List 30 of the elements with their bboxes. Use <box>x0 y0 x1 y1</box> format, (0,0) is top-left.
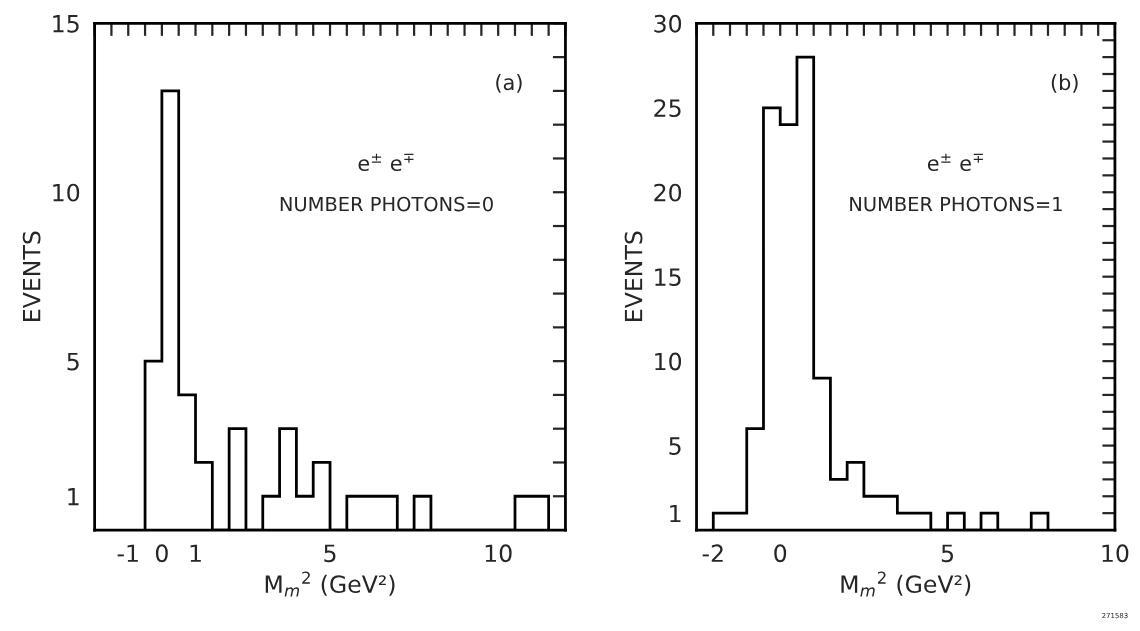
y-tick-label: 5 <box>669 437 681 455</box>
y-tick-label: 15 <box>655 268 681 286</box>
x-tick-label: 5 <box>941 544 954 563</box>
y-tick-label: 5 <box>67 352 79 371</box>
y-tick-label: 10 <box>53 183 80 202</box>
y-tick-label: 1 <box>68 488 79 506</box>
x-axis-title: M$_{m}$$^{2}$ (GeV²) <box>265 571 395 597</box>
annotation: (b) <box>1051 74 1078 93</box>
x-tick-label: 1 <box>190 544 201 562</box>
x-tick-label: 10 <box>1102 544 1129 563</box>
y-tick-label: 10 <box>655 352 682 371</box>
y-tick-label: 20 <box>654 183 682 202</box>
annotation: NUMBER PHOTONS=1 <box>850 196 1062 212</box>
y-tick-label: 1 <box>670 504 681 523</box>
y-tick-label: 25 <box>654 99 681 118</box>
y-tick-label: 30 <box>654 14 682 33</box>
y-tick-label: 15 <box>53 15 79 33</box>
x-tick-label: 0 <box>155 544 168 563</box>
x-axis-title: M$_{m}$$^{2}$ (GeV²) <box>841 571 971 597</box>
annotation: NUMBER PHOTONS=0 <box>280 196 493 212</box>
x-tick-label: 0 <box>774 544 787 563</box>
annotation: (a) <box>496 74 522 93</box>
y-axis-title: EVENTS <box>22 231 41 321</box>
x-tick-label: -1 <box>117 544 138 562</box>
x-tick-label: 5 <box>324 544 336 563</box>
x-tick-label: 10 <box>485 544 512 563</box>
y-axis-title: EVENTS <box>624 231 643 321</box>
annotation: e$^{±}$ e$^{∓}$ <box>358 153 414 172</box>
annotation: e$^{±}$ e$^{∓}$ <box>927 153 983 172</box>
x-tick-label: -2 <box>702 544 723 562</box>
